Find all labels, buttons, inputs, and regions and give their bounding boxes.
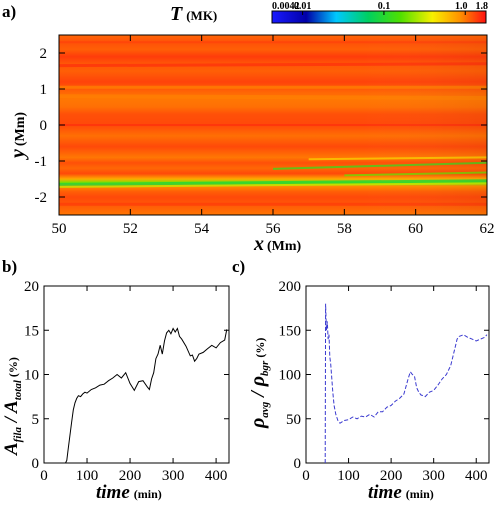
panel-a-label: a) — [2, 2, 16, 21]
panel-c-ylabel: ρavg / ρbgr (%) — [247, 338, 271, 429]
y-tick-label: -1 — [35, 154, 48, 170]
y-tick-label: 1 — [40, 82, 48, 98]
panel-b-ylabel-a2: / A — [1, 400, 22, 427]
y-tick-label: 15 — [24, 323, 39, 339]
panel-c-ylabel-sub2: bgr — [259, 360, 271, 376]
panel-b-series-line — [65, 327, 228, 464]
x-tick-label: 60 — [408, 221, 423, 237]
panel-c: c) 0 100 200 300 400 0 50 100 150 200 time (min) ρ… — [232, 257, 490, 503]
y-tick-label: 100 — [279, 368, 302, 384]
y-tick-label: 0 — [40, 118, 48, 134]
x-tick-label: 100 — [337, 468, 360, 484]
panel-c-frame — [305, 285, 490, 464]
panel-a-ylabel-var: y — [7, 149, 29, 160]
panel-b-ylabel-unit: (%) — [6, 357, 20, 380]
panel-c-ylabel-r1: ρ — [247, 418, 269, 429]
panel-c-xlabel-var: time — [368, 482, 402, 503]
x-tick-label: 400 — [205, 468, 228, 484]
panel-b-ylabel-sub2: total — [12, 379, 24, 400]
y-tick-label: 0 — [294, 456, 302, 472]
panel-c-ylabel-r2: / ρ — [247, 376, 269, 402]
y-tick-label: 0 — [32, 456, 40, 472]
panel-c-ylabel-sub1: avg — [259, 401, 271, 417]
x-tick-label: 0 — [302, 468, 310, 484]
panel-a-ylabel: y (Mm) — [7, 112, 29, 160]
x-tick-label: 200 — [119, 468, 142, 484]
colorbar-tick-label: 1.0 — [455, 1, 468, 12]
x-tick-label: 50 — [52, 221, 67, 237]
panel-a-xlabel: x (Mm) — [253, 233, 302, 255]
panel-c-xlabel: time (min) — [368, 482, 434, 503]
y-tick-label: 10 — [24, 368, 39, 384]
x-tick-label: 52 — [123, 221, 138, 237]
x-tick-label: 58 — [337, 221, 352, 237]
heatmap-tint — [59, 35, 487, 215]
panel-a-xlabel-unit: (Mm) — [267, 239, 302, 254]
colorbar-tick-label: 1.8 — [476, 1, 489, 12]
x-tick-label: 62 — [480, 221, 495, 237]
panel-b-ylabel: Afila / Atotal (%) — [1, 357, 24, 456]
x-tick-label: 56 — [266, 221, 282, 237]
panel-b-xlabel: time (min) — [96, 482, 162, 503]
panel-a-title: T (MK) — [170, 3, 217, 25]
colorbar-tick-label: 0.1 — [378, 1, 391, 12]
panel-a-title-var: T — [170, 3, 183, 25]
x-tick-label: 300 — [422, 468, 445, 484]
panel-a-ylabel-unit: (Mm) — [13, 112, 28, 147]
panel-b-xlabel-var: time — [96, 482, 130, 503]
y-tick-label: 150 — [279, 323, 302, 339]
panel-b-ylabel-sub1: fila — [12, 427, 24, 443]
panel-c-label: c) — [232, 257, 245, 276]
panel-c-xlabel-unit: (min) — [406, 487, 434, 501]
panel-a-title-unit: (MK) — [186, 8, 217, 23]
x-tick-label: 300 — [162, 468, 185, 484]
colorbar-tick-label: 0.01 — [294, 1, 312, 12]
panel-b-frame — [43, 285, 230, 464]
panel-b-label: b) — [2, 257, 17, 276]
panel-b-xlabel-unit: (min) — [134, 487, 162, 501]
panel-b: b) 0 100 200 300 400 0 5 10 15 20 time (min) Afila… — [1, 257, 230, 503]
x-tick-label: 0 — [40, 468, 48, 484]
panel-c-series-line — [324, 303, 488, 464]
x-tick-label: 200 — [380, 468, 403, 484]
y-tick-label: -2 — [35, 190, 48, 206]
y-tick-label: 200 — [279, 279, 302, 295]
y-tick-label: 20 — [24, 279, 39, 295]
panel-a-xlabel-var: x — [253, 233, 264, 255]
x-tick-label: 400 — [465, 468, 488, 484]
panel-a-ticks: 50 52 54 56 58 60 62 -2 -1 0 1 2 — [35, 35, 495, 237]
y-tick-label: 50 — [286, 412, 301, 428]
colorbar — [271, 10, 487, 24]
panel-b-ylabel-a1: A — [1, 442, 22, 456]
x-tick-label: 54 — [194, 221, 210, 237]
panel-b-ticks: 0 100 200 300 400 0 5 10 15 20 — [24, 279, 229, 484]
colorbar-tick-label: 0.0042 — [272, 1, 300, 12]
x-tick-label: 100 — [76, 468, 99, 484]
y-tick-label: 2 — [40, 46, 48, 62]
panel-c-ticks: 0 100 200 300 400 0 50 100 150 200 — [279, 279, 489, 484]
panel-c-ylabel-unit: (%) — [253, 338, 267, 361]
y-tick-label: 5 — [32, 412, 40, 428]
